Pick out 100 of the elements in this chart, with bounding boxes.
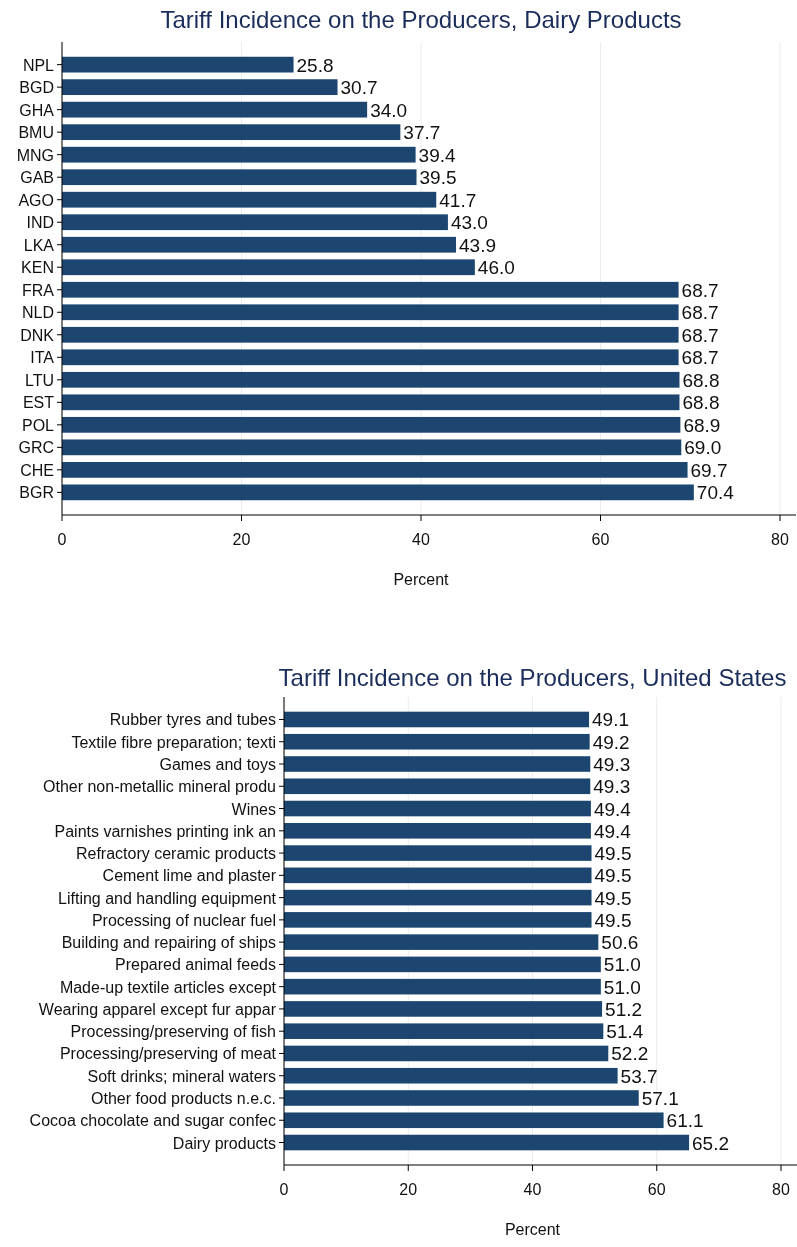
- bar: [62, 124, 401, 141]
- data-label: 49.1: [592, 709, 630, 731]
- bar: [284, 778, 591, 795]
- bar: [284, 1134, 690, 1151]
- data-label: 61.1: [666, 1110, 704, 1132]
- bar: [284, 1045, 609, 1062]
- bar: [62, 416, 681, 433]
- bar: [62, 101, 368, 118]
- y-tick-label: Rubber tyres and tubes: [109, 711, 276, 729]
- y-tick-label: Games and toys: [159, 756, 276, 773]
- y-tick-label: FRA: [22, 281, 55, 299]
- y-tick-label: Wines: [231, 800, 276, 818]
- x-tick-label: 20: [399, 1181, 418, 1198]
- y-tick-label: Cocoa chocolate and sugar confec: [29, 1112, 276, 1130]
- bar: [62, 169, 417, 186]
- y-tick-label: Prepared animal feeds: [115, 956, 276, 974]
- data-label: 68.7: [681, 324, 719, 346]
- bar: [62, 191, 437, 208]
- bar: [284, 934, 599, 950]
- y-tick-label: KEN: [21, 259, 54, 277]
- bar: [284, 800, 591, 817]
- data-label: 39.5: [419, 167, 457, 189]
- x-axis-title: Percent: [504, 1221, 561, 1238]
- y-tick-label: Lifting and handling equipment: [58, 889, 277, 907]
- bar: [62, 281, 679, 298]
- bar: [284, 1001, 603, 1017]
- bar: [62, 326, 679, 343]
- bar: [62, 259, 475, 276]
- bar: [284, 867, 592, 884]
- y-tick-label: AGO: [18, 191, 54, 209]
- bar: [62, 79, 338, 96]
- data-label: 46.0: [477, 257, 515, 279]
- data-label: 49.5: [594, 865, 632, 887]
- y-tick-label: Building and repairing of ships: [61, 934, 276, 952]
- y-tick-label: Wearing apparel except fur appar: [38, 1000, 277, 1018]
- data-label: 39.4: [418, 144, 457, 166]
- data-label: 68.7: [681, 347, 719, 369]
- y-tick-label: GRC: [18, 439, 54, 457]
- y-tick-label: GAB: [20, 169, 54, 187]
- chart-title: Tariff Incidence on the Producers, Dairy Products: [160, 6, 682, 33]
- data-label: 49.4: [593, 820, 632, 842]
- y-tick-label: BMU: [18, 124, 54, 142]
- data-label: 51.2: [605, 998, 643, 1020]
- x-tick-label: 0: [279, 1181, 289, 1198]
- bar: [284, 1090, 639, 1106]
- y-tick-label: Processing/preserving of meat: [59, 1045, 277, 1063]
- data-label: 51.4: [606, 1021, 644, 1043]
- data-label: 49.3: [593, 754, 631, 775]
- data-label: 37.7: [403, 122, 441, 144]
- data-label: 68.8: [682, 392, 720, 414]
- data-label: 25.8: [296, 54, 334, 76]
- data-label: 52.2: [611, 1043, 649, 1065]
- x-tick-label: 80: [772, 1181, 790, 1198]
- y-tick-label: Dairy products: [172, 1134, 276, 1152]
- data-label: 43.9: [459, 234, 496, 256]
- data-label: 68.7: [681, 302, 719, 324]
- y-tick-label: Other food products n.e.c.: [91, 1090, 276, 1107]
- bar: [62, 56, 294, 73]
- bar: [284, 711, 590, 728]
- data-label: 51.0: [603, 976, 641, 998]
- data-label: 57.1: [641, 1088, 679, 1109]
- x-tick-label: 40: [523, 1181, 542, 1198]
- data-label: 41.7: [439, 189, 477, 211]
- bar: [284, 956, 601, 973]
- x-tick-label: 20: [232, 531, 251, 548]
- data-label: 68.8: [682, 369, 720, 391]
- bar: [62, 349, 679, 366]
- y-tick-label: POL: [21, 416, 55, 434]
- data-label: 53.7: [620, 1065, 658, 1087]
- data-label: 49.2: [592, 731, 630, 753]
- data-label: 69.0: [684, 437, 722, 459]
- y-tick-label: Made-up textile articles except: [59, 978, 277, 996]
- bar: [62, 439, 682, 456]
- bar: [62, 461, 688, 478]
- x-axis-title: Percent: [393, 571, 450, 588]
- data-label: 68.7: [681, 279, 719, 301]
- y-tick-label: LTU: [24, 371, 54, 389]
- data-label: 65.2: [692, 1132, 730, 1154]
- y-tick-label: EST: [22, 394, 55, 412]
- data-label: 49.3: [593, 776, 631, 798]
- bar: [284, 978, 601, 995]
- bar: [62, 371, 680, 388]
- y-tick-label: DNK: [20, 326, 55, 344]
- y-tick-label: NPL: [22, 56, 55, 74]
- y-tick-label: GHA: [19, 101, 55, 119]
- bar: [284, 756, 591, 772]
- chart-title: Tariff Incidence on the Producers, United States: [278, 664, 787, 691]
- y-tick-label: Paints varnishes printing ink an: [54, 822, 276, 840]
- y-tick-label: Soft drinks; mineral waters: [87, 1067, 276, 1085]
- y-tick-label: Processing/preserving of fish: [70, 1023, 276, 1041]
- data-label: 43.0: [450, 212, 488, 234]
- data-label: 34.0: [370, 99, 408, 121]
- x-tick-label: 60: [591, 531, 610, 548]
- data-label: 68.9: [683, 414, 721, 436]
- bar: [284, 1023, 604, 1039]
- data-label: 70.4: [696, 482, 735, 504]
- y-tick-label: IND: [26, 214, 54, 232]
- bar: [284, 1067, 618, 1084]
- data-label: 51.0: [603, 954, 641, 976]
- bar: [62, 394, 680, 411]
